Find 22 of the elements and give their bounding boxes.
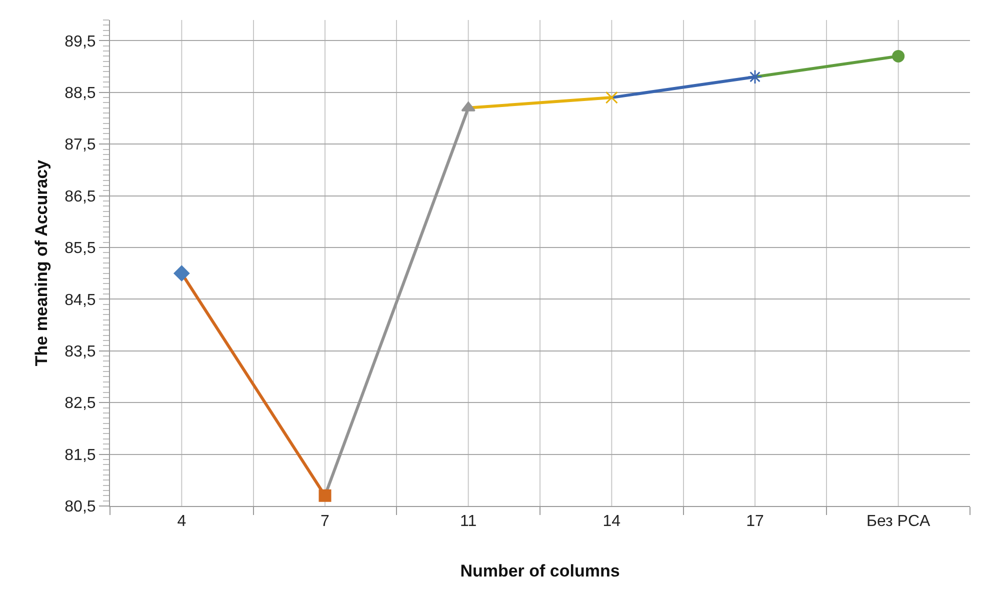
y-tick-label: 84,5 (64, 292, 96, 309)
point (605, 91, 618, 104)
point (748, 70, 762, 84)
y-tick-label: 83,5 (64, 343, 96, 360)
x-tick-label: 4 (177, 513, 186, 530)
x-tick-label: 17 (746, 513, 764, 530)
point (892, 50, 905, 62)
y-tick-label: 85,5 (64, 240, 96, 258)
y-tick-label: 80,5 (64, 498, 96, 516)
y-tick-label: 88,5 (64, 84, 96, 102)
x-axis-title: Number of columns (460, 562, 620, 581)
y-axis-title: The meaning of Accuracy (32, 159, 52, 366)
x-tick-label: 7 (320, 513, 330, 530)
y-tick-label: 86,5 (64, 188, 96, 206)
y-tick-label: 82,5 (64, 395, 96, 412)
y-tick-label: 89,5 (64, 33, 96, 50)
x-tick-label: 14 (602, 513, 621, 530)
x-tick-label: 11 (460, 513, 477, 530)
x-tick-label: Без PCA (866, 513, 931, 530)
y-tick-label: 81,5 (64, 446, 96, 464)
y-tick-label: 87,5 (64, 136, 96, 154)
point (318, 489, 332, 502)
